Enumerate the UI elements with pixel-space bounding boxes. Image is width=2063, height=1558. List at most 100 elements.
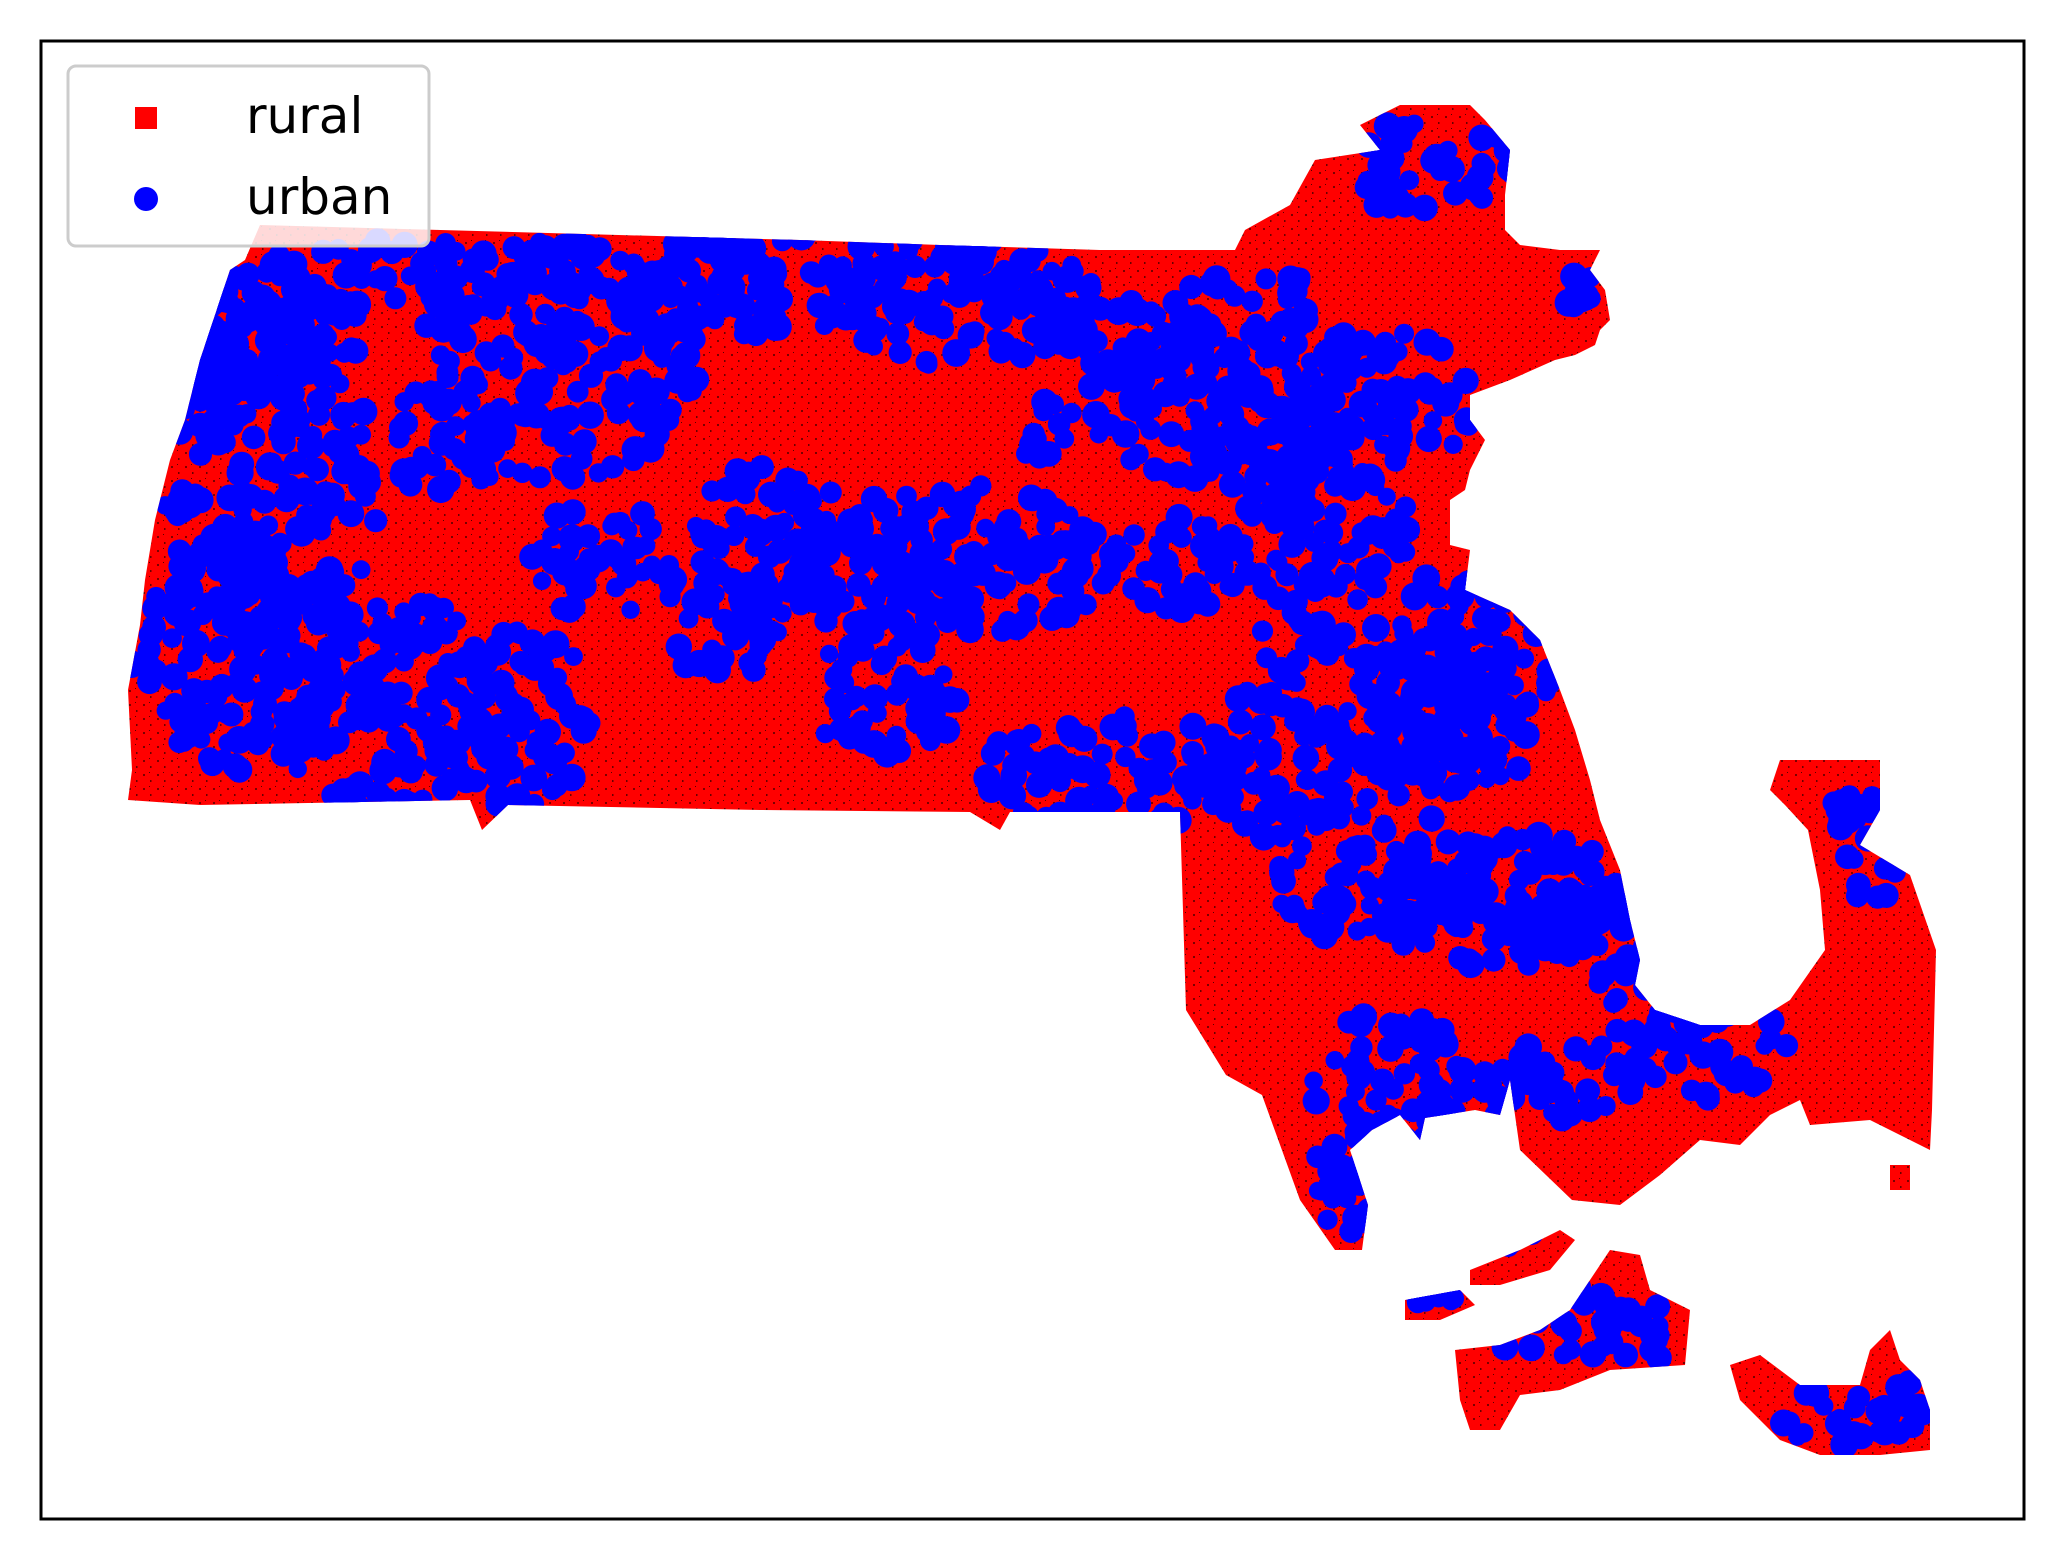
urban-point — [861, 584, 887, 610]
urban-point — [1275, 563, 1299, 587]
urban-point — [995, 262, 1018, 284]
urban-point — [1462, 666, 1483, 686]
urban-point — [1122, 577, 1145, 600]
urban-point — [520, 764, 548, 792]
urban-point — [1371, 1132, 1394, 1155]
urban-point — [1452, 367, 1479, 394]
urban-point — [372, 266, 398, 292]
urban-point — [1695, 949, 1720, 975]
urban-point — [1066, 310, 1094, 338]
urban-point — [445, 296, 473, 324]
urban-point — [661, 289, 680, 308]
urban-point — [1513, 850, 1536, 873]
urban-point — [1392, 1131, 1421, 1159]
urban-point — [1361, 378, 1384, 401]
urban-point — [201, 409, 224, 433]
urban-point — [1066, 557, 1085, 577]
urban-point — [1418, 740, 1443, 766]
urban-point — [485, 722, 506, 742]
urban-point — [339, 458, 367, 486]
urban-point — [1517, 1218, 1545, 1246]
urban-point — [288, 759, 307, 779]
urban-point — [1490, 1226, 1514, 1250]
urban-point — [354, 485, 376, 507]
urban-point — [1485, 127, 1506, 148]
urban-scatter-points — [128, 112, 1934, 1455]
urban-point — [1394, 323, 1415, 344]
urban-point — [1513, 600, 1539, 627]
urban-point — [1504, 675, 1524, 696]
urban-point — [1081, 521, 1107, 548]
urban-point — [1668, 934, 1690, 956]
urban-point — [1416, 886, 1438, 908]
urban-point — [1431, 1092, 1454, 1116]
urban-point — [1847, 1385, 1871, 1409]
urban-point — [758, 573, 779, 594]
urban-point — [1302, 1087, 1330, 1115]
urban-point — [435, 233, 456, 254]
urban-point — [1416, 1128, 1436, 1149]
urban-point — [1358, 1146, 1387, 1174]
urban-point — [767, 286, 793, 312]
urban-point — [1394, 496, 1417, 518]
urban-point — [701, 480, 723, 502]
legend-box — [66, 64, 431, 248]
urban-point — [848, 504, 871, 527]
urban-point — [1165, 503, 1193, 531]
urban-point — [1219, 577, 1238, 596]
urban-point — [207, 287, 231, 310]
urban-point — [1523, 600, 1542, 619]
urban-point — [686, 516, 705, 535]
urban-point — [1183, 791, 1202, 810]
urban-point — [1321, 415, 1341, 435]
urban-point — [1441, 1291, 1461, 1311]
urban-point — [1854, 825, 1882, 852]
urban-point — [1361, 417, 1385, 441]
urban-point — [1587, 1282, 1615, 1311]
urban-point — [231, 374, 258, 401]
urban-point — [1091, 743, 1113, 765]
urban-point — [164, 498, 189, 523]
urban-point — [1382, 182, 1403, 203]
urban-point — [768, 481, 794, 508]
urban-point — [728, 293, 756, 321]
urban-point — [1271, 342, 1299, 370]
urban-point — [739, 514, 766, 540]
urban-point — [1501, 1316, 1524, 1339]
urban-point — [1650, 901, 1675, 926]
urban-point — [1299, 715, 1320, 736]
urban-point — [1438, 745, 1459, 767]
urban-point — [579, 234, 598, 253]
urban-point — [1631, 1032, 1658, 1059]
urban-point — [1154, 751, 1177, 774]
urban-point — [678, 608, 699, 629]
urban-point — [1873, 857, 1897, 880]
urban-point — [241, 425, 266, 450]
urban-point — [998, 610, 1018, 630]
urban-point — [872, 645, 898, 671]
urban-point — [437, 675, 459, 698]
urban-point — [384, 287, 407, 310]
urban-point — [1154, 597, 1178, 620]
urban-point — [656, 255, 680, 279]
urban-point — [659, 398, 682, 421]
urban-point — [547, 667, 568, 688]
urban-point — [273, 485, 300, 513]
urban-point — [1406, 1288, 1429, 1311]
urban-point — [922, 701, 946, 726]
urban-point — [606, 577, 626, 598]
urban-point — [1353, 732, 1376, 754]
urban-point — [1360, 876, 1384, 900]
urban-point — [337, 601, 364, 628]
urban-point — [1081, 273, 1101, 293]
urban-point — [1099, 713, 1127, 741]
urban-point — [625, 298, 647, 320]
urban-point — [1425, 1119, 1453, 1147]
urban-point — [1266, 586, 1291, 611]
urban-point — [1374, 814, 1394, 834]
urban-point — [1480, 577, 1503, 600]
urban-point — [1645, 1294, 1671, 1320]
urban-point — [436, 366, 459, 388]
urban-point — [260, 597, 281, 618]
